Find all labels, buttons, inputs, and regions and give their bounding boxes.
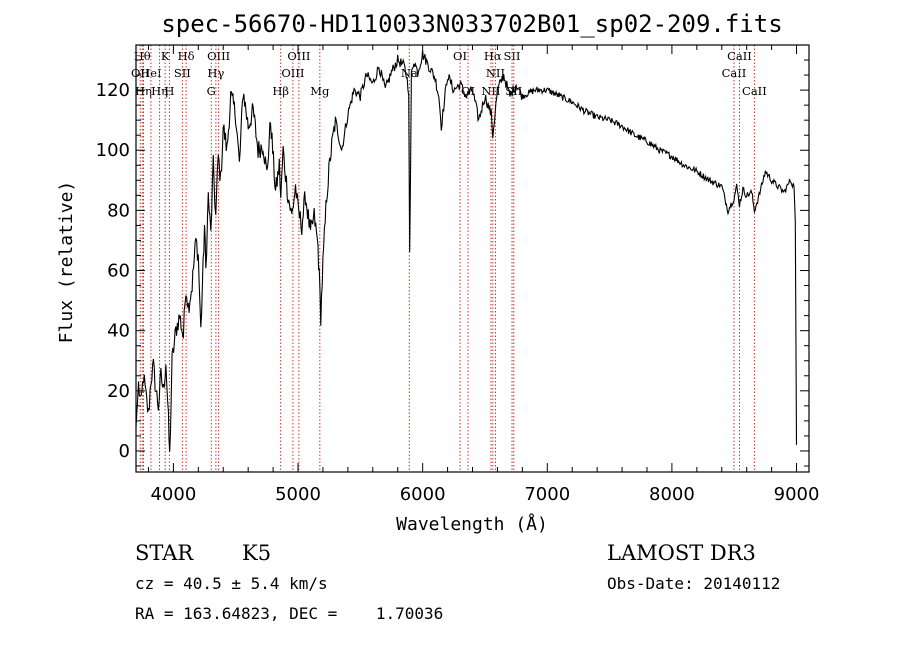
y-tick-label: 20 (107, 381, 130, 402)
x-tick-label: 7000 (524, 484, 570, 505)
survey-name: LAMOST DR3 (607, 541, 756, 565)
line-marker-label: OIII (207, 49, 230, 63)
line-marker-label: Mg (310, 84, 330, 98)
ra-dec-text: RA = 163.64823, DEC = 1.70036 (135, 604, 443, 623)
redshift-text: cz = 40.5 ± 5.4 km/s (135, 574, 328, 593)
y-tick-label: 40 (107, 321, 130, 342)
y-tick-label: 0 (119, 441, 130, 462)
line-marker-label: Hδ (178, 49, 195, 63)
y-axis-ticks: 0 20 40 60 80 100 120 (96, 59, 809, 467)
line-marker-label: SII (174, 66, 191, 80)
x-tick-label: 8000 (649, 484, 695, 505)
object-subclass: K5 (242, 541, 271, 565)
x-axis-ticks: 4000 5000 6000 7000 8000 9000 (147, 45, 820, 505)
line-marker-label: OIII (287, 49, 310, 63)
line-marker-label: CaII (727, 49, 752, 63)
spectrum-line (135, 50, 798, 452)
y-tick-label: 80 (107, 200, 130, 221)
line-marker-label: OIII (281, 66, 304, 80)
line-marker-label: Hα (484, 49, 502, 63)
x-tick-label: 9000 (774, 484, 820, 505)
y-tick-label: 60 (107, 261, 130, 282)
x-tick-label: 4000 (150, 484, 196, 505)
x-axis-label: Wavelength (Å) (396, 513, 548, 535)
x-tick-label: 6000 (400, 484, 446, 505)
plot-frame (135, 44, 810, 473)
line-marker-label: HeI (140, 66, 161, 80)
y-tick-label: 100 (96, 140, 130, 161)
line-marker-label: OI (453, 49, 467, 63)
line-marker-label: Hβ (272, 84, 289, 98)
line-marker-label: G (207, 84, 216, 98)
x-tick-label: 5000 (275, 484, 321, 505)
line-marker-label: H (164, 84, 174, 98)
obs-date: Obs-Date: 20140112 (607, 574, 780, 593)
line-marker-label: K (161, 49, 170, 63)
spectral-line-markers: HθOIIHηHeIHηKHSIIHδGHγOIIIHβOIIIOIIIMgNa… (131, 45, 767, 472)
y-tick-label: 120 (96, 80, 130, 101)
object-class: STAR (135, 541, 194, 565)
line-marker-label: CaII (742, 84, 767, 98)
line-marker-label: SII (504, 49, 521, 63)
y-axis-label: Flux (relative) (56, 181, 77, 344)
line-marker-label: Hη (151, 84, 168, 98)
line-marker-label: Hθ (134, 49, 151, 63)
line-marker-label: CaII (722, 66, 747, 80)
chart-title: spec-56670-HD110033N033702B01_sp02-209.f… (161, 10, 782, 38)
line-marker-label: Hγ (207, 66, 224, 80)
line-marker-label: Na (401, 66, 418, 80)
line-marker-label: Hη (135, 84, 152, 98)
line-marker-label: NII (486, 66, 505, 80)
